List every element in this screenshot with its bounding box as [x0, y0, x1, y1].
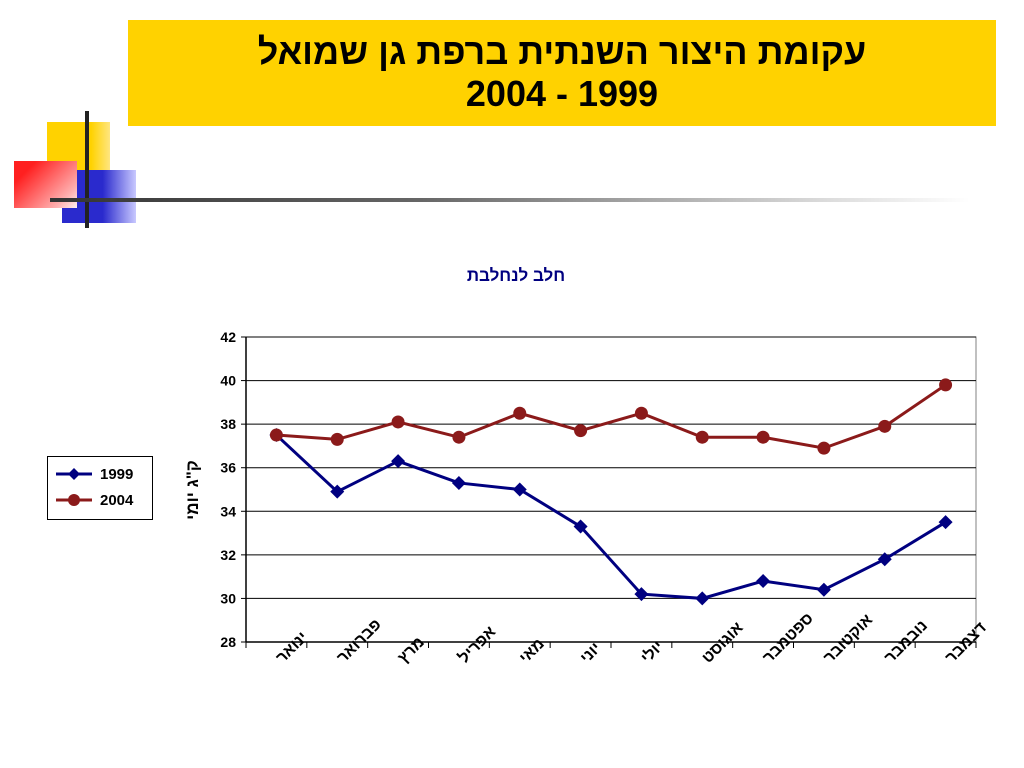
data-point-2004 [695, 430, 709, 444]
data-point-1999 [695, 591, 710, 606]
data-point-2004 [878, 419, 892, 433]
slide-title-band: עקומת היצור השנתית ברפת גן שמואל 2004 - … [128, 20, 996, 126]
data-point-1999 [512, 482, 527, 497]
data-point-2004 [452, 430, 466, 444]
y-tick-label: 28 [220, 634, 236, 650]
decor-vertical-line [85, 111, 89, 228]
legend-label-1999: 1999 [100, 466, 133, 483]
y-tick-label: 42 [220, 329, 236, 345]
y-tick-label: 34 [220, 503, 236, 519]
data-point-2004 [574, 424, 588, 438]
y-tick-label: 38 [220, 416, 236, 432]
series-line-1999 [275, 433, 947, 600]
data-point-1999 [634, 587, 649, 602]
data-point-2004 [391, 415, 405, 429]
legend-marker-2004 [68, 494, 80, 506]
data-point-1999 [938, 515, 953, 530]
y-tick-label: 30 [220, 590, 236, 606]
data-point-1999 [330, 484, 345, 499]
y-tick-label: 40 [220, 373, 236, 389]
slide-title-line1: עקומת היצור השנתית ברפת גן שמואל [257, 31, 867, 72]
data-point-2004 [269, 428, 283, 442]
plot-area [245, 336, 977, 643]
data-point-1999 [391, 454, 406, 469]
chart-legend: 1999 2004 [47, 456, 153, 520]
decor-horizontal-line [50, 198, 970, 202]
y-tick-label: 36 [220, 460, 236, 476]
data-point-2004 [817, 441, 831, 455]
data-point-1999 [816, 582, 831, 597]
x-tick-label: יוני [577, 640, 604, 667]
legend-label-2004: 2004 [100, 492, 134, 509]
data-point-2004 [756, 430, 770, 444]
chart-title: חלב לנחלבת [467, 266, 565, 285]
data-point-1999 [756, 574, 771, 588]
data-point-2004 [330, 432, 344, 446]
series-line-2004 [276, 383, 947, 450]
data-point-2004 [634, 406, 648, 420]
data-point-1999 [877, 552, 892, 567]
y-tick-label: 32 [220, 547, 236, 563]
data-point-1999 [451, 475, 466, 490]
slide-title-line2: 2004 - 1999 [465, 73, 659, 114]
y-axis-label: ק"ג יומי [183, 460, 202, 520]
data-point-1999 [573, 519, 588, 534]
legend-marker-1999 [68, 468, 80, 480]
data-point-2004 [939, 378, 953, 392]
data-point-2004 [513, 406, 527, 420]
